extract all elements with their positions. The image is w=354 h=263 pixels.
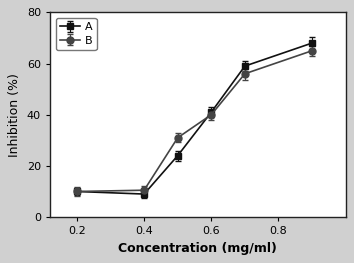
- Y-axis label: Inhibition (%): Inhibition (%): [8, 73, 21, 157]
- X-axis label: Concentration (mg/ml): Concentration (mg/ml): [119, 242, 277, 255]
- Legend: A, B: A, B: [56, 18, 97, 50]
